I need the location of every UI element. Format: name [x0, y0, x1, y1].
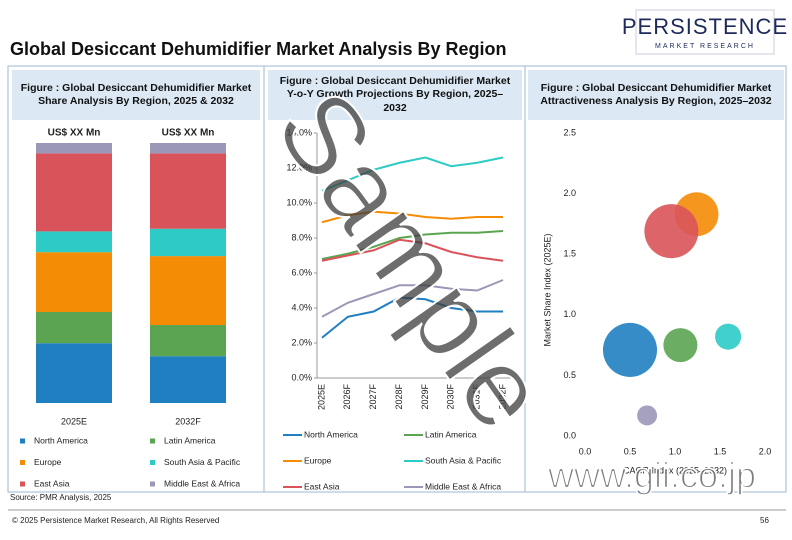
bar-segment: [150, 356, 226, 403]
legend-swatch: [150, 481, 155, 487]
x-tick-label: 2026F: [342, 384, 352, 410]
panel-title: Figure : Global Desiccant Dehumidifier M…: [12, 70, 260, 120]
y-tick-label: 4.0%: [291, 302, 312, 312]
x-tick-label: 2.0: [759, 446, 772, 456]
line-series: [321, 156, 504, 192]
y-tick-label: 2.5: [563, 127, 576, 137]
bar-segment: [36, 343, 112, 403]
bar-segment: [36, 153, 112, 232]
page-title: Global Desiccant Dehumidifier Market Ana…: [10, 39, 506, 59]
y-tick-label: 1.5: [563, 249, 576, 259]
y-tick-label: 0.5: [563, 370, 576, 380]
legend-label: East Asia: [34, 478, 70, 488]
legend-swatch: [20, 460, 25, 465]
bar-label: US$ XX Mn: [162, 128, 215, 139]
y-tick-label: 12.0%: [286, 162, 312, 172]
y-tick-label: 10.0%: [286, 197, 312, 207]
panel-title: Figure : Global Desiccant Dehumidifier M…: [528, 70, 784, 120]
legend-swatch: [20, 438, 25, 444]
panel-title: Figure : Global Desiccant Dehumidifier M…: [268, 70, 522, 120]
line-series: [321, 238, 504, 262]
bar-segment: [36, 143, 112, 154]
x-tick-label: 2031F: [472, 384, 482, 410]
y-tick-label: 14.0%: [286, 127, 312, 137]
legend-label: Europe: [304, 455, 332, 465]
legend-label: Latin America: [164, 435, 216, 445]
bar-label: US$ XX Mn: [48, 128, 101, 139]
bar-segment: [150, 256, 226, 325]
y-tick-label: 0.0: [563, 430, 576, 440]
x-tick-label: 2025E: [61, 416, 87, 426]
x-tick-label: 1.0: [669, 446, 682, 456]
bar-segment: [150, 325, 226, 357]
y-tick-label: 1.0: [563, 309, 576, 319]
x-tick-label: 2028F: [394, 384, 404, 410]
x-tick-label: 1.5: [714, 446, 727, 456]
y-tick-label: 8.0%: [291, 232, 312, 242]
x-axis-label: CAGR Index (2025–2032): [623, 465, 727, 475]
bar-segment: [36, 231, 112, 253]
bubble: [644, 204, 699, 259]
line-series: [321, 210, 503, 224]
panel-frame: [7, 65, 787, 493]
legend-swatch: [150, 460, 155, 465]
copyright: © 2025 Persistence Market Research, All …: [12, 516, 219, 525]
y-tick-label: 2.0%: [291, 337, 312, 347]
bar-segment: [150, 153, 226, 229]
x-tick-label: 2032F: [497, 384, 507, 410]
x-tick-label: 2029F: [420, 384, 430, 410]
bar-segment: [150, 228, 226, 257]
legend-label: Latin America: [425, 429, 477, 439]
legend-label: Europe: [34, 457, 62, 467]
bubble: [602, 322, 658, 377]
y-tick-label: 6.0%: [291, 267, 312, 277]
logo: PERSISTENCE: [622, 14, 788, 39]
x-tick-label: 2025E: [316, 384, 326, 410]
source: Source: PMR Analysis, 2025: [10, 493, 112, 502]
x-tick-label: 2027F: [368, 384, 378, 410]
bubble: [637, 405, 658, 426]
bubble: [715, 323, 742, 350]
y-tick-label: 2.0: [563, 188, 576, 198]
bar-segment: [36, 252, 112, 312]
legend-label: North America: [34, 435, 88, 445]
line-series: [321, 230, 504, 260]
legend-swatch: [150, 438, 155, 444]
bubble: [663, 328, 698, 363]
logo-box: [635, 9, 775, 55]
y-tick-label: 0.0%: [291, 372, 312, 382]
legend-label: South Asia & Pacific: [164, 457, 241, 467]
legend-label: Middle East & Africa: [164, 478, 240, 488]
x-tick-label: 2032F: [175, 416, 201, 426]
legend-label: Middle East & Africa: [425, 481, 501, 491]
x-tick-label: 0.0: [579, 446, 592, 456]
page-number: 56: [760, 516, 769, 525]
logo-sub: MARKET RESEARCH: [655, 43, 755, 50]
bar-segment: [150, 143, 226, 154]
line-series: [321, 296, 503, 339]
line-series: [321, 279, 504, 318]
x-tick-label: 0.5: [624, 446, 637, 456]
legend-label: South Asia & Pacific: [425, 455, 502, 465]
legend-label: North America: [304, 429, 358, 439]
x-tick-label: 2030F: [446, 384, 456, 410]
legend-swatch: [20, 481, 25, 487]
legend-label: East Asia: [304, 481, 340, 491]
y-axis-label: Market Share Index (2025E): [542, 233, 552, 346]
bar-segment: [36, 312, 112, 344]
